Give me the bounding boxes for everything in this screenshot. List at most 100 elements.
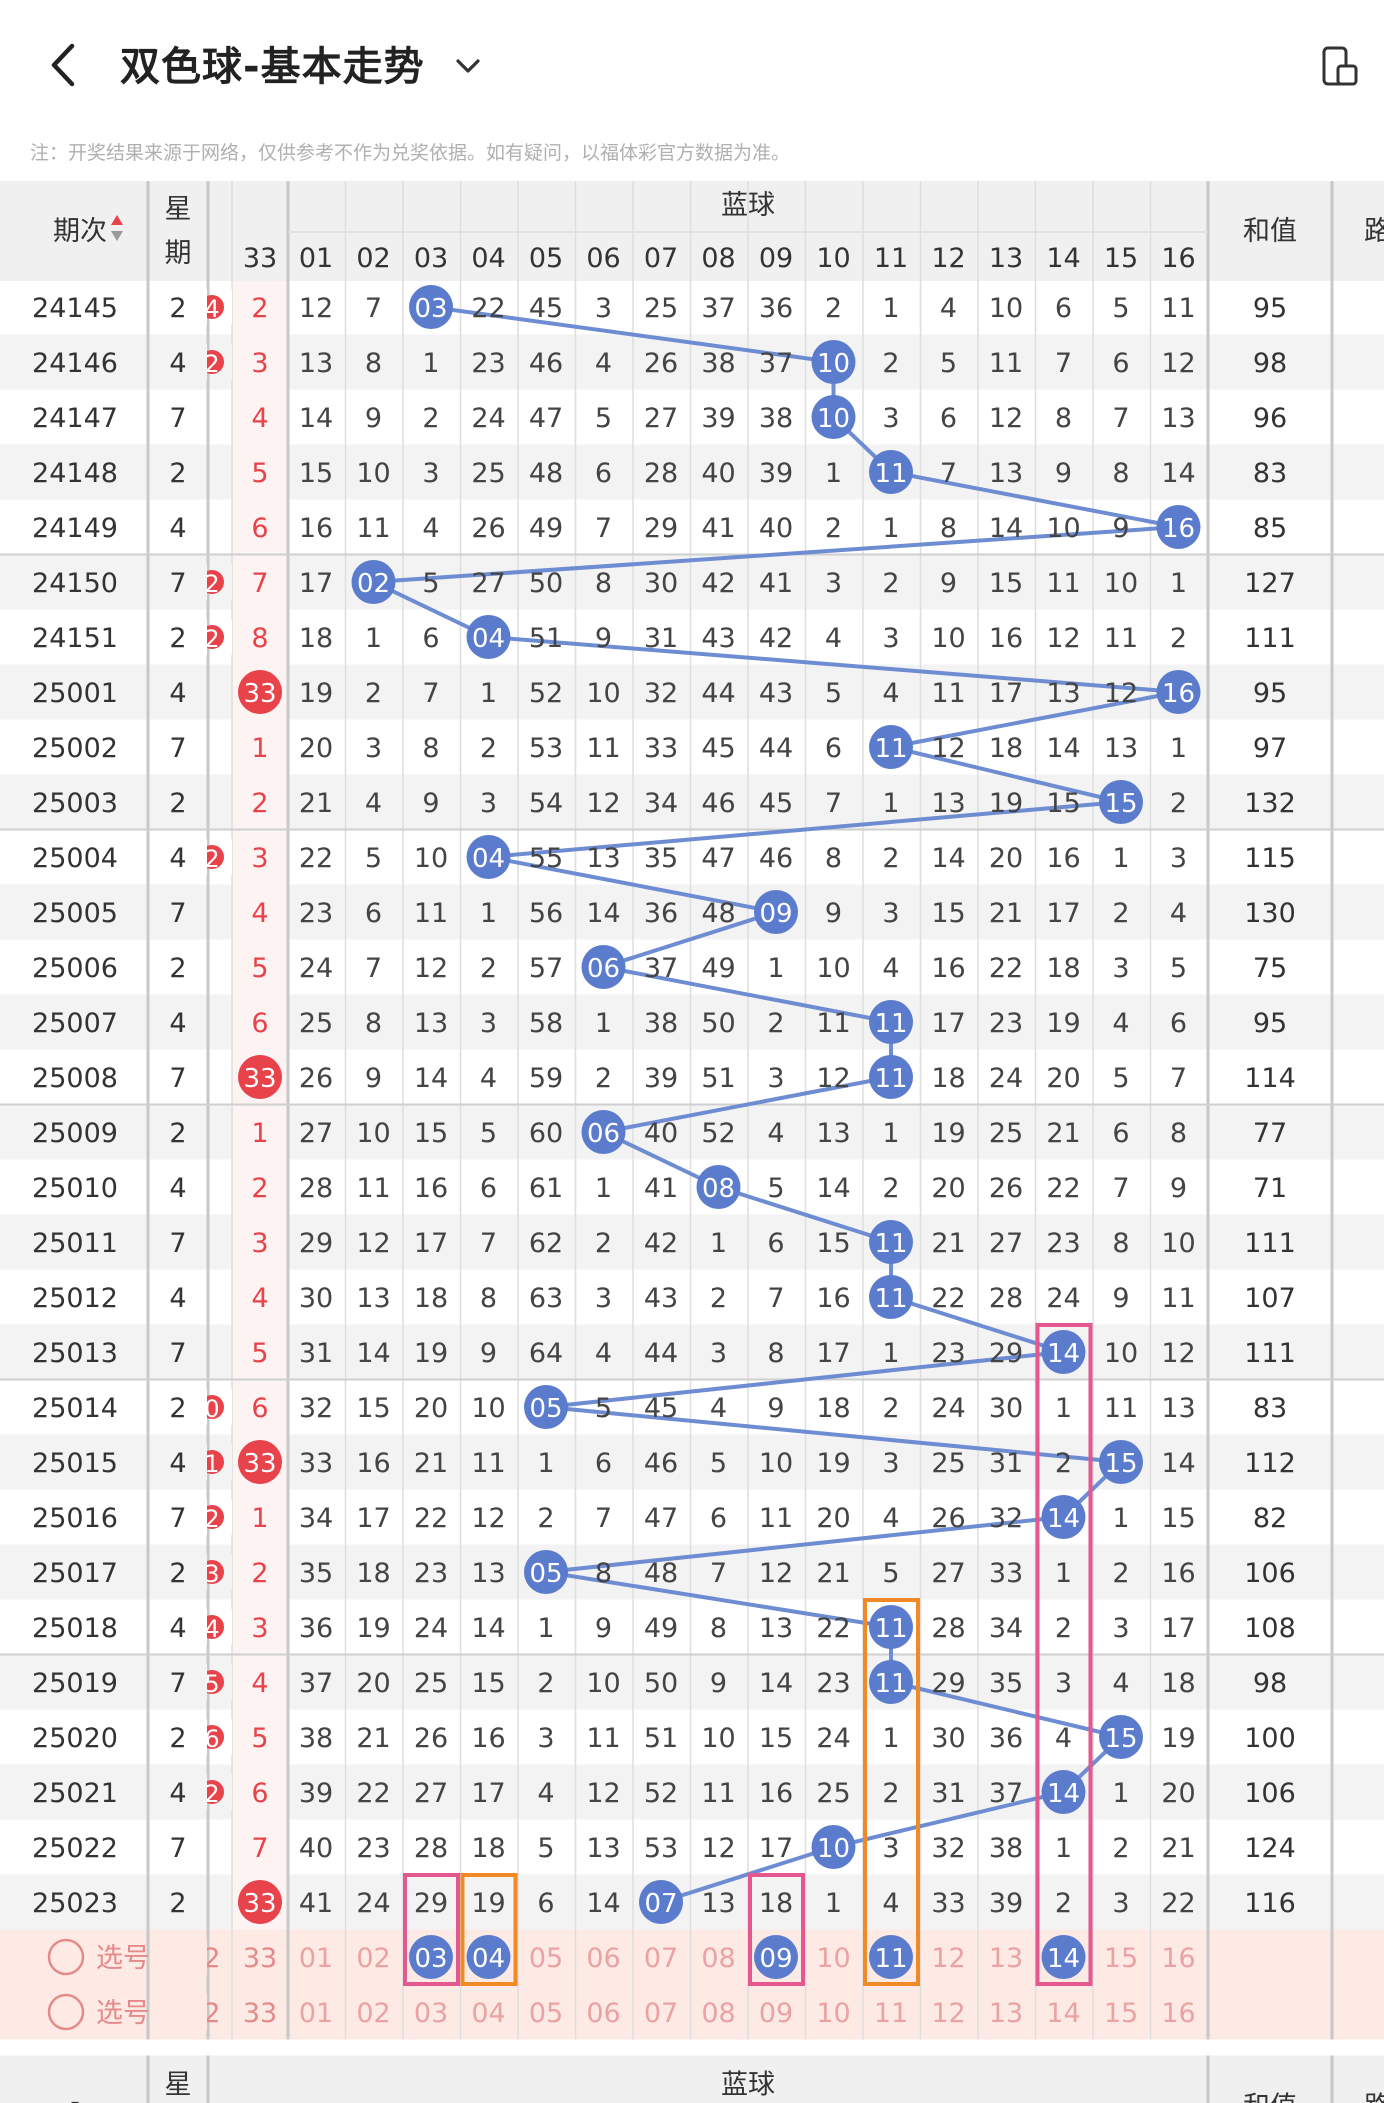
blue-miss-cell: 3 bbox=[882, 1448, 899, 1479]
blue-miss-cell: 22 bbox=[299, 843, 333, 874]
select-label[interactable]: 选号 bbox=[96, 1998, 150, 2029]
select-blue-cell[interactable]: 10 bbox=[816, 1943, 850, 1974]
header-sum: 和值 bbox=[1243, 216, 1297, 247]
select-blue-cell[interactable]: 08 bbox=[701, 1998, 735, 2029]
blue-miss-cell: 15 bbox=[414, 1118, 448, 1149]
blue-miss-cell: 6 bbox=[767, 1228, 784, 1259]
blue-miss-cell: 8 bbox=[595, 568, 612, 599]
select-radio-icon[interactable] bbox=[47, 1993, 85, 2031]
blue-miss-cell: 27 bbox=[414, 1778, 448, 1809]
layout-switch-icon[interactable] bbox=[1318, 44, 1362, 88]
select-blue-cell[interactable]: 16 bbox=[1161, 1998, 1195, 2029]
blue-miss-cell: 11 bbox=[586, 733, 620, 764]
select-red-cell[interactable]: 33 bbox=[243, 1998, 277, 2029]
blue-ball-text: 11 bbox=[874, 1009, 907, 1039]
select-blue-cell[interactable]: 15 bbox=[1104, 1943, 1138, 1974]
select-blue-cell[interactable]: 04 bbox=[471, 1998, 505, 2029]
selected-blue-text[interactable]: 03 bbox=[414, 1944, 447, 1974]
blue-ball bbox=[869, 1055, 913, 1099]
week-cell: 2 bbox=[169, 788, 186, 819]
blue-miss-cell: 14 bbox=[414, 1063, 448, 1094]
blue-miss-cell: 53 bbox=[529, 733, 563, 764]
selected-blue-ball[interactable] bbox=[754, 1935, 798, 1979]
selected-blue-ball[interactable] bbox=[1041, 1935, 1086, 1979]
blue-ball-text: 14 bbox=[1047, 1504, 1080, 1534]
sum-cell: 98 bbox=[1253, 348, 1287, 379]
select-blue-cell[interactable]: 06 bbox=[586, 1943, 620, 1974]
header-blue-col: 02 bbox=[356, 243, 390, 274]
sum-cell: 83 bbox=[1253, 458, 1287, 489]
blue-ball bbox=[524, 1385, 568, 1429]
blue-miss-cell: 28 bbox=[414, 1833, 448, 1864]
selected-blue-ball[interactable] bbox=[409, 1935, 453, 1979]
blue-miss-cell: 44 bbox=[701, 678, 735, 709]
select-blue-cell[interactable]: 03 bbox=[414, 1998, 448, 2029]
select-blue-cell[interactable]: 16 bbox=[1161, 1943, 1195, 1974]
sort-down-icon[interactable] bbox=[111, 231, 123, 241]
sort-up-icon[interactable] bbox=[111, 215, 123, 225]
blue-miss-cell: 8 bbox=[1055, 403, 1072, 434]
header-issue[interactable]: 期次 bbox=[53, 216, 107, 247]
blue-miss-cell: 20 bbox=[989, 843, 1023, 874]
clip-mask bbox=[226, 619, 232, 655]
select-label[interactable]: 选号 bbox=[96, 1943, 150, 1974]
blue-miss-cell: 5 bbox=[422, 568, 439, 599]
select-blue-cell[interactable]: 02 bbox=[356, 1943, 390, 1974]
select-blue-cell[interactable]: 13 bbox=[989, 1998, 1023, 2029]
blue-miss-cell: 19 bbox=[1161, 1723, 1195, 1754]
selected-blue-text[interactable]: 09 bbox=[759, 1944, 792, 1974]
blue-miss-cell: 11 bbox=[356, 1173, 390, 1204]
selected-blue-text[interactable]: 04 bbox=[472, 1944, 505, 1974]
select-blue-cell[interactable]: 09 bbox=[759, 1998, 793, 2029]
select-blue-cell[interactable]: 05 bbox=[529, 1943, 563, 1974]
blue-miss-cell: 21 bbox=[356, 1723, 390, 1754]
blue-miss-cell: 10 bbox=[471, 1393, 505, 1424]
selected-blue-ball[interactable] bbox=[466, 1935, 511, 1979]
red-ball bbox=[238, 1880, 282, 1924]
select-radio-icon[interactable] bbox=[47, 1938, 85, 1976]
back-arrow-icon[interactable] bbox=[38, 30, 98, 100]
blue-miss-cell: 50 bbox=[529, 568, 563, 599]
blue-miss-cell: 36 bbox=[989, 1723, 1023, 1754]
select-blue-cell[interactable]: 05 bbox=[529, 1998, 563, 2029]
sum-cell: 124 bbox=[1244, 1833, 1296, 1864]
select-blue-cell[interactable]: 07 bbox=[644, 1943, 678, 1974]
header-blue-col: 08 bbox=[701, 243, 735, 274]
selected-blue-ball[interactable] bbox=[869, 1935, 913, 1979]
page-title[interactable]: 双色球-基本走势 bbox=[120, 44, 425, 90]
select-blue-cell[interactable]: 12 bbox=[931, 1943, 965, 1974]
select-blue-cell[interactable]: 07 bbox=[644, 1998, 678, 2029]
selected-blue-text[interactable]: 14 bbox=[1047, 1944, 1080, 1974]
blue-miss-cell: 3 bbox=[480, 788, 497, 819]
blue-miss-cell: 38 bbox=[759, 403, 793, 434]
selected-blue-text[interactable]: 11 bbox=[874, 1944, 907, 1974]
blue-miss-cell: 5 bbox=[480, 1118, 497, 1149]
select-blue-cell[interactable]: 11 bbox=[874, 1998, 908, 2029]
highlight-box bbox=[1035, 1323, 1093, 1986]
chevron-down-icon[interactable] bbox=[448, 46, 488, 86]
select-blue-cell[interactable]: 15 bbox=[1104, 1998, 1138, 2029]
blue-miss-cell: 24 bbox=[356, 1888, 390, 1919]
select-blue-cell[interactable]: 10 bbox=[816, 1998, 850, 2029]
sum-cell: 82 bbox=[1253, 1503, 1287, 1534]
blue-miss-cell: 37 bbox=[989, 1778, 1023, 1809]
blue-miss-cell: 6 bbox=[595, 458, 612, 489]
blue-miss-cell: 40 bbox=[759, 513, 793, 544]
blue-miss-cell: 8 bbox=[940, 513, 957, 544]
blue-miss-cell: 8 bbox=[365, 1008, 382, 1039]
select-blue-cell[interactable]: 14 bbox=[1046, 1998, 1080, 2029]
select-blue-cell[interactable]: 08 bbox=[701, 1943, 735, 1974]
select-red-cell[interactable]: 33 bbox=[243, 1943, 277, 1974]
blue-miss-cell: 28 bbox=[989, 1283, 1023, 1314]
blue-miss-cell: 4 bbox=[1170, 898, 1187, 929]
red-ball-partial-text: 1 bbox=[204, 1450, 219, 1478]
select-blue-cell[interactable]: 02 bbox=[356, 1998, 390, 2029]
blue-miss-cell: 39 bbox=[299, 1778, 333, 1809]
select-blue-cell[interactable]: 01 bbox=[299, 1998, 333, 2029]
select-blue-cell[interactable]: 06 bbox=[586, 1998, 620, 2029]
blue-miss-cell: 16 bbox=[759, 1778, 793, 1809]
select-blue-cell[interactable]: 13 bbox=[989, 1943, 1023, 1974]
select-blue-cell[interactable]: 01 bbox=[299, 1943, 333, 1974]
blue-ball bbox=[581, 945, 626, 989]
select-blue-cell[interactable]: 12 bbox=[931, 1998, 965, 2029]
